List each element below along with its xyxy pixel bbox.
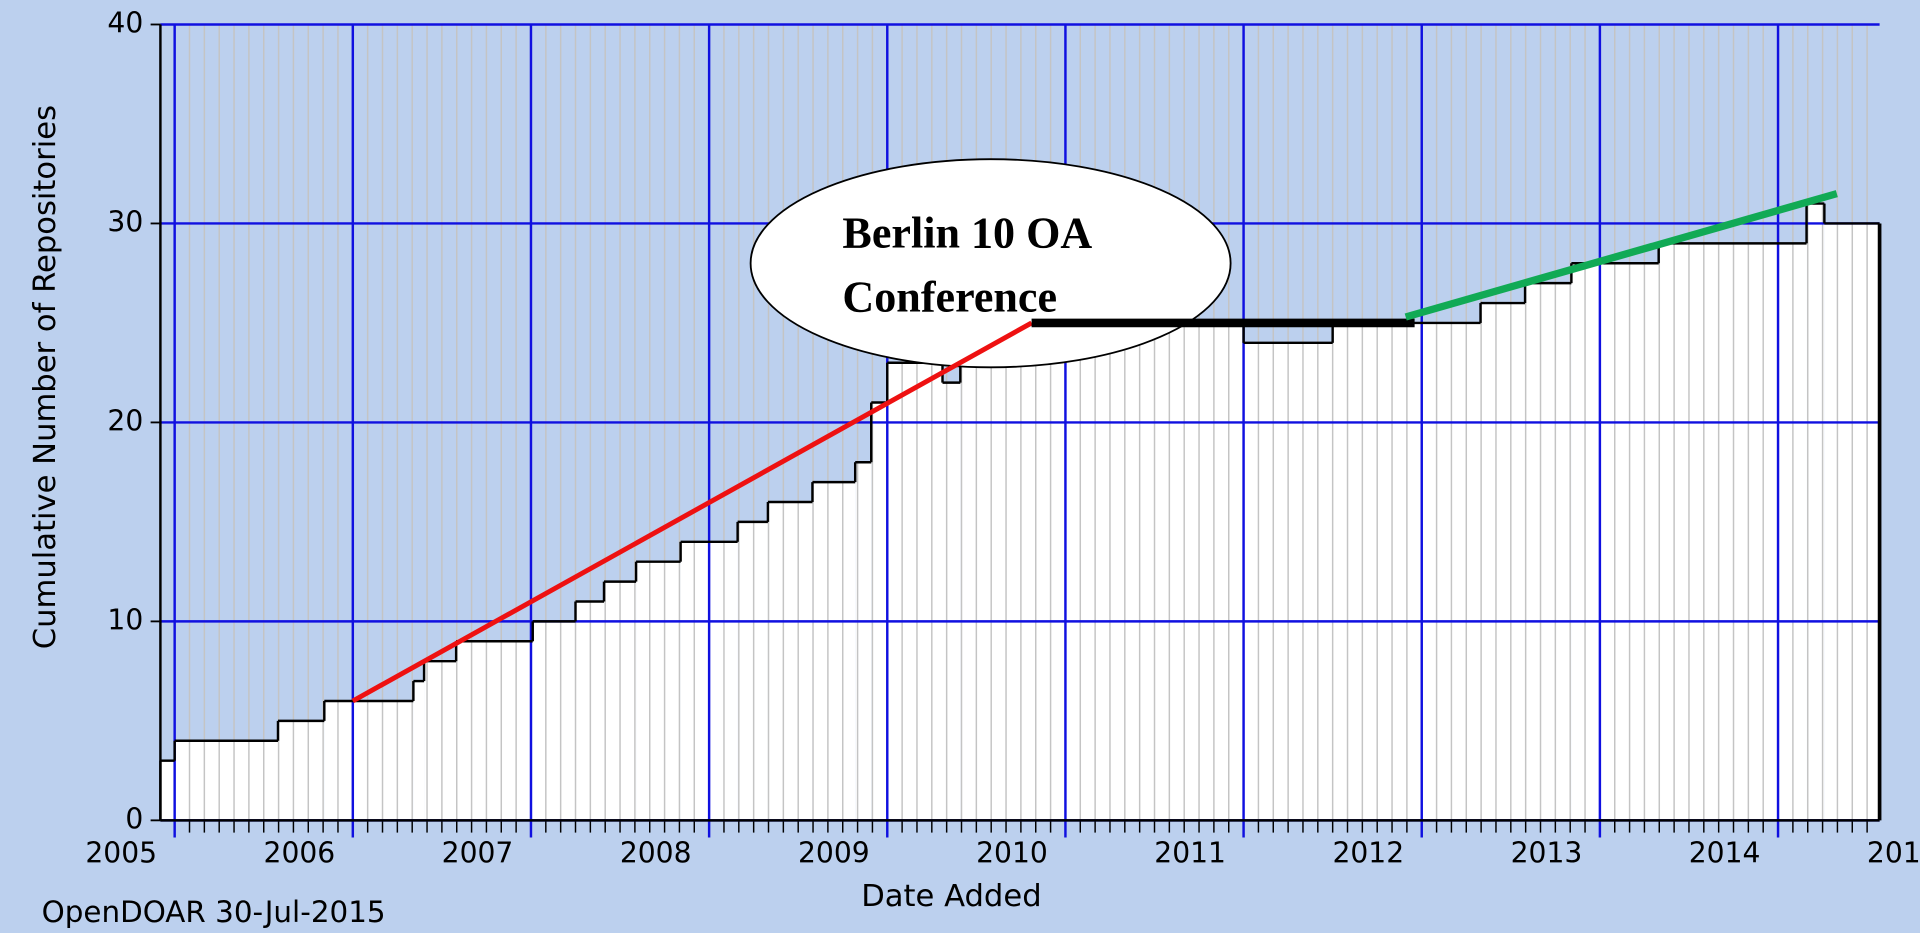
step-area xyxy=(1480,303,1526,821)
y-tick-label: 0 xyxy=(125,802,143,835)
step-area xyxy=(324,700,414,821)
step-area xyxy=(960,362,1036,821)
x-tick-label: 2008 xyxy=(620,837,692,870)
step-area xyxy=(636,561,681,821)
x-tick-label: 2015 xyxy=(1867,837,1920,870)
y-axis-label: Cumulative Number of Repositories xyxy=(28,105,63,649)
step-area xyxy=(737,521,768,821)
trend-line xyxy=(1404,190,1838,321)
x-tick-label: 2005 xyxy=(85,837,157,870)
x-tick-label: 2012 xyxy=(1332,837,1404,870)
y-tick-label: 20 xyxy=(107,404,143,437)
step-area xyxy=(413,681,425,821)
y-tick-label: 10 xyxy=(107,603,143,636)
step-area xyxy=(424,661,457,821)
step-area xyxy=(456,641,533,821)
x-tick-label: 2011 xyxy=(1154,837,1226,870)
y-tick-label: 40 xyxy=(107,6,143,39)
step-area xyxy=(160,760,175,821)
step-area xyxy=(887,362,943,821)
step-area xyxy=(871,402,888,821)
trend-line xyxy=(351,320,1033,704)
step-area xyxy=(942,382,961,821)
step-area xyxy=(1806,203,1825,821)
x-axis-label: Date Added xyxy=(861,879,1041,914)
y-tick-label: 30 xyxy=(107,205,143,238)
step-area xyxy=(1658,243,1807,821)
x-tick-label: 2006 xyxy=(264,837,336,870)
step-area xyxy=(767,502,813,821)
x-tick-label: 2010 xyxy=(976,837,1048,870)
step-area xyxy=(174,740,278,821)
step-area xyxy=(1525,283,1572,821)
annotation-bubble xyxy=(749,158,1232,369)
step-area xyxy=(812,482,856,821)
step-area xyxy=(277,720,325,821)
step-area xyxy=(532,621,576,821)
x-tick-label: 2009 xyxy=(798,837,870,870)
step-area xyxy=(855,462,872,821)
x-tick-label: 2013 xyxy=(1511,837,1583,870)
annotation-text: Conference xyxy=(842,272,1057,321)
footer: OpenDOAR 30-Jul-2015 xyxy=(42,895,386,929)
annotation-text: Berlin 10 OA xyxy=(842,209,1092,258)
x-tick-label: 2007 xyxy=(442,837,514,870)
x-tick-label: 2014 xyxy=(1689,837,1761,870)
